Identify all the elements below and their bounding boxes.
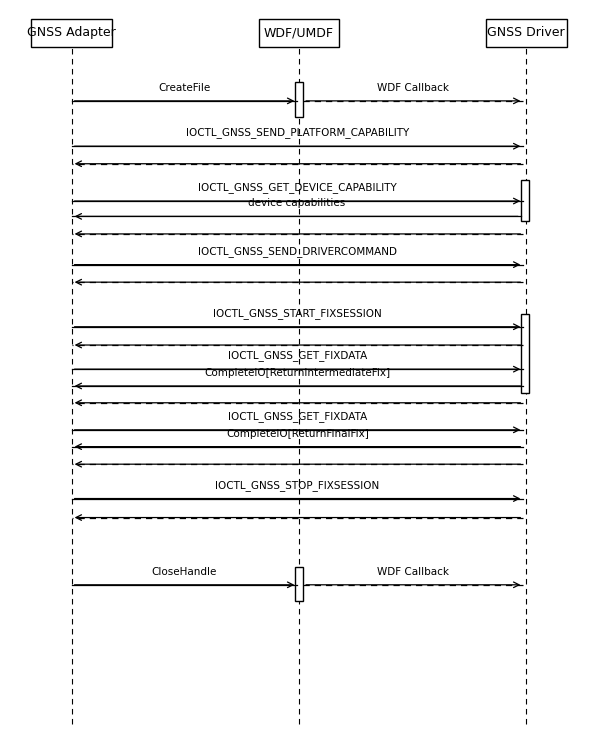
Text: IOCTL_GNSS_SEND_PLATFORM_CAPABILITY: IOCTL_GNSS_SEND_PLATFORM_CAPABILITY bbox=[186, 127, 409, 138]
Bar bbox=[258, 19, 340, 47]
Text: CompleteIO[ReturnIntermediateFix]: CompleteIO[ReturnIntermediateFix] bbox=[205, 368, 390, 378]
Text: IOCTL_GNSS_STOP_FIXSESSION: IOCTL_GNSS_STOP_FIXSESSION bbox=[215, 480, 380, 491]
Bar bbox=[486, 19, 567, 47]
Text: device capabilities: device capabilities bbox=[248, 198, 345, 208]
Text: GNSS Driver: GNSS Driver bbox=[487, 26, 565, 39]
Bar bbox=[521, 314, 529, 393]
Text: IOCTL_GNSS_GET_FIXDATA: IOCTL_GNSS_GET_FIXDATA bbox=[228, 411, 367, 422]
Text: WDF/UMDF: WDF/UMDF bbox=[264, 26, 334, 39]
Bar bbox=[295, 567, 303, 601]
Bar bbox=[295, 82, 303, 117]
Text: WDF Callback: WDF Callback bbox=[377, 83, 449, 93]
Text: CloseHandle: CloseHandle bbox=[152, 567, 217, 577]
Bar bbox=[521, 180, 529, 221]
Text: CreateFile: CreateFile bbox=[158, 83, 210, 93]
Text: IOCTL_GNSS_SEND_DRIVERCOMMAND: IOCTL_GNSS_SEND_DRIVERCOMMAND bbox=[198, 246, 397, 257]
Text: WDF Callback: WDF Callback bbox=[377, 567, 449, 577]
Text: IOCTL_GNSS_START_FIXSESSION: IOCTL_GNSS_START_FIXSESSION bbox=[213, 308, 382, 319]
Text: GNSS Adapter: GNSS Adapter bbox=[28, 26, 116, 39]
Text: IOCTL_GNSS_GET_FIXDATA: IOCTL_GNSS_GET_FIXDATA bbox=[228, 350, 367, 361]
Bar bbox=[31, 19, 112, 47]
Text: CompleteIO[ReturnFinalFix]: CompleteIO[ReturnFinalFix] bbox=[226, 428, 369, 439]
Text: IOCTL_GNSS_GET_DEVICE_CAPABILITY: IOCTL_GNSS_GET_DEVICE_CAPABILITY bbox=[198, 182, 397, 193]
